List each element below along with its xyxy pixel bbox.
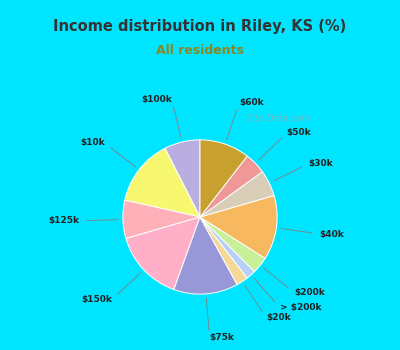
Text: $40k: $40k — [320, 230, 344, 238]
Wedge shape — [126, 217, 200, 289]
Wedge shape — [125, 148, 200, 217]
Text: $10k: $10k — [80, 139, 104, 147]
Text: $50k: $50k — [287, 128, 311, 138]
Wedge shape — [200, 196, 277, 258]
Text: $75k: $75k — [210, 333, 234, 342]
Wedge shape — [200, 217, 254, 278]
Wedge shape — [200, 140, 247, 217]
Text: $20k: $20k — [266, 314, 291, 322]
Text: $30k: $30k — [308, 159, 333, 168]
Text: $100k: $100k — [141, 95, 172, 104]
Text: $200k: $200k — [294, 288, 325, 297]
Text: > $200k: > $200k — [280, 303, 321, 312]
Wedge shape — [200, 217, 265, 272]
Text: Income distribution in Riley, KS (%): Income distribution in Riley, KS (%) — [53, 19, 347, 34]
Text: $60k: $60k — [239, 98, 264, 107]
Text: $125k: $125k — [48, 216, 79, 225]
Text: City-Data.com: City-Data.com — [246, 114, 310, 123]
Text: All residents: All residents — [156, 44, 244, 57]
Wedge shape — [123, 200, 200, 238]
Wedge shape — [200, 156, 262, 217]
Wedge shape — [200, 172, 274, 217]
Text: $150k: $150k — [81, 295, 112, 304]
Wedge shape — [174, 217, 237, 294]
Wedge shape — [165, 140, 200, 217]
Wedge shape — [200, 217, 247, 285]
